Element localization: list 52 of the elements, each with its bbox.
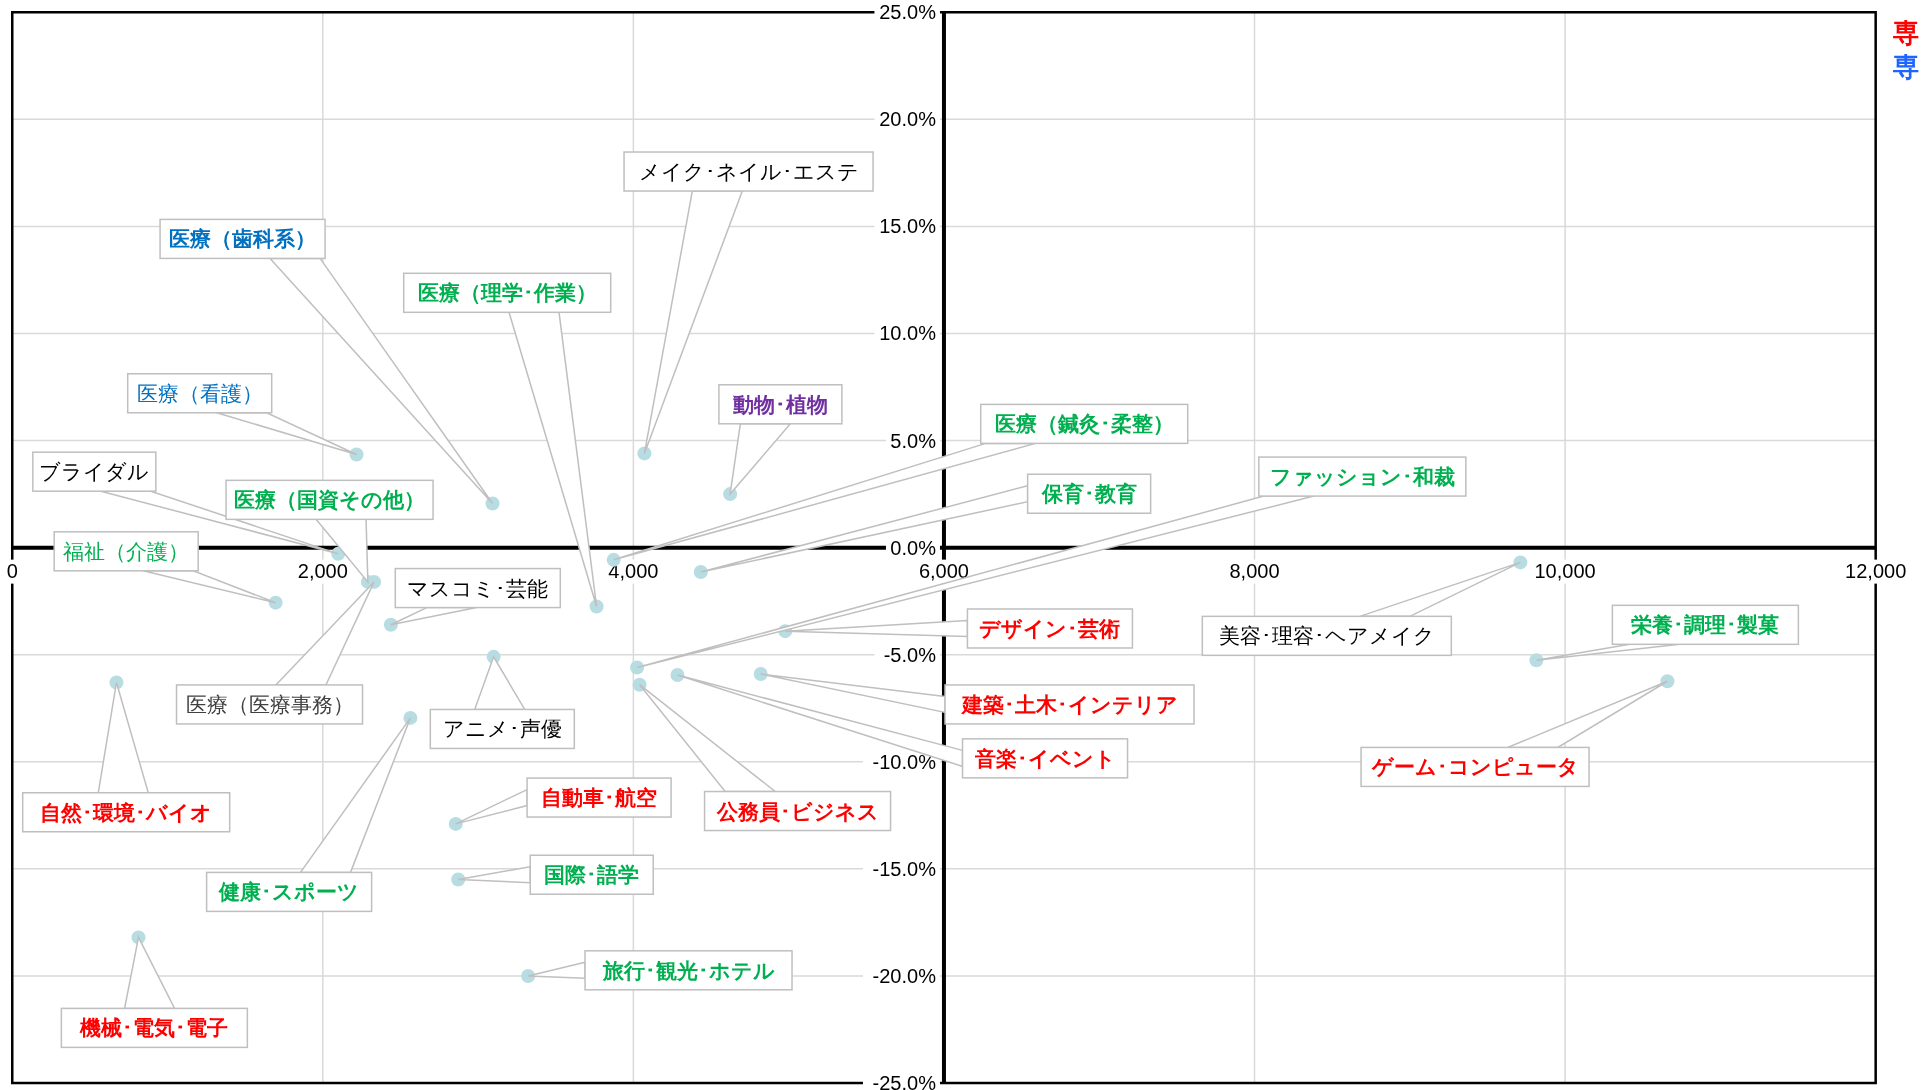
annotation: 自動車･航空	[541, 786, 658, 810]
annotation: デザイン･芸術	[979, 616, 1121, 640]
x-tick-label: 10,000	[1534, 559, 1596, 582]
annotation: 国際･語学	[544, 863, 640, 887]
annotation: 医療（医療事務）	[185, 692, 354, 716]
annotation: ブライダル	[39, 460, 150, 484]
text: 専	[1892, 18, 1919, 48]
y-tick-label: -5.0%	[883, 643, 937, 666]
text: 専	[1892, 52, 1919, 82]
annotation: 音楽･イベント	[973, 746, 1116, 770]
y-tick-label: -10.0%	[872, 750, 937, 773]
y-tick-label: -20.0%	[872, 964, 937, 987]
y-tick-label: -25.0%	[872, 1072, 937, 1090]
annotation: 保育･教育	[1040, 482, 1137, 506]
annotation: 美容･理容･ヘアメイク	[1218, 624, 1435, 648]
annotation: 医療（歯科系）	[169, 227, 317, 251]
x-tick-label: 0	[6, 559, 18, 582]
annotation: 医療（看護）	[136, 381, 263, 405]
annotation: ゲーム･コンピュータ	[1370, 755, 1579, 779]
annotation: ファッション･和裁	[1269, 465, 1455, 489]
annotation: 旅行･観光･ホテル	[601, 958, 775, 982]
annotation: メイク･ネイル･エステ	[638, 160, 859, 184]
annotation: 自然･環境･バイオ	[40, 800, 213, 824]
y-tick-label: -15.0%	[872, 857, 937, 880]
y-tick-label: 25.0%	[879, 1, 937, 24]
point	[448, 816, 463, 831]
annotation: 医療（理学･作業）	[417, 281, 597, 305]
annotation: 公務員･ビジネス	[715, 799, 879, 823]
point	[670, 668, 685, 683]
annotation: 福祉（介護）	[63, 539, 190, 563]
x-tick-label: 2,000	[297, 559, 348, 582]
annotation: 建築･土木･インテリア	[959, 692, 1178, 716]
point	[693, 565, 708, 580]
x-tick-label: 12,000	[1845, 559, 1907, 582]
annotation: 医療（国資その他）	[234, 488, 426, 513]
y-tick-label: 15.0%	[879, 215, 937, 238]
y-tick-label: 0.0%	[890, 536, 937, 559]
annotation: マスコミ･芸能	[407, 576, 549, 600]
annotation: 医療（鍼灸･柔整）	[994, 412, 1174, 436]
x-tick-label: 8,000	[1229, 559, 1280, 582]
y-tick-label: 10.0%	[879, 322, 937, 345]
annotation: 健康･スポーツ	[218, 880, 360, 904]
y-tick-label: 20.0%	[879, 108, 937, 131]
point	[753, 666, 768, 681]
annotation: 栄養･調理･製菓	[1631, 613, 1780, 637]
y-tick-label: 5.0%	[890, 429, 937, 452]
annotation: 機械･電気･電子	[79, 1016, 229, 1040]
annotation: 動物･植物	[731, 392, 828, 416]
x-tick-label: 6,000	[918, 559, 969, 582]
annotation: アニメ･声優	[442, 717, 562, 741]
point	[630, 660, 645, 675]
x-tick-label: 4,000	[608, 559, 659, 582]
